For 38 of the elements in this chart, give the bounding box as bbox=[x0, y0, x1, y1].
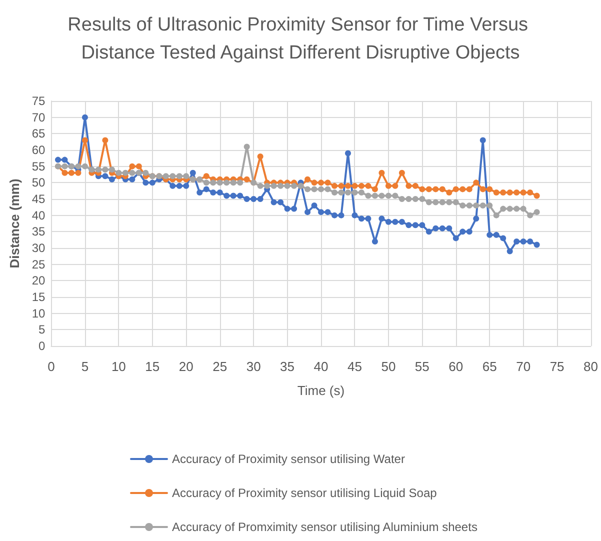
y-tick-label: 40 bbox=[32, 208, 46, 222]
x-axis-title: Time (s) bbox=[297, 383, 345, 398]
y-tick-label: 10 bbox=[32, 306, 46, 320]
x-tick-label: 45 bbox=[347, 359, 362, 374]
legend-label: Accuracy of Proximity sensor utilising Liquid Soap bbox=[172, 486, 438, 500]
y-tick-label: 0 bbox=[38, 339, 46, 353]
x-tick-label: 5 bbox=[81, 359, 89, 374]
chart-title: Results of Ultrasonic Proximity Sensor for Time Versus Distance Tested Against Different Disruptive Objects bbox=[68, 14, 534, 64]
x-tick-label: 20 bbox=[178, 359, 194, 374]
y-tick-label: 65 bbox=[32, 126, 46, 141]
x-tick-label: 55 bbox=[414, 359, 430, 374]
x-tick-label: 80 bbox=[584, 359, 598, 374]
y-tick-label: 25 bbox=[32, 257, 46, 272]
x-tick-label: 75 bbox=[550, 359, 564, 374]
y-tick-label: 15 bbox=[32, 290, 46, 304]
x-tick-label: 15 bbox=[145, 359, 160, 374]
x-tick-label: 70 bbox=[516, 359, 531, 374]
y-tick-label: 55 bbox=[32, 159, 46, 174]
y-tick-label: 5 bbox=[38, 322, 46, 337]
legend-label: Accuracy of Promximity sensor utilising Aluminium sheets bbox=[172, 520, 478, 534]
x-tick-label: 40 bbox=[314, 359, 328, 374]
x-tick-label: 60 bbox=[448, 359, 464, 374]
x-tick-label: 10 bbox=[111, 359, 126, 374]
x-tick-label: 30 bbox=[246, 359, 261, 374]
y-tick-label: 70 bbox=[32, 110, 46, 124]
x-tick-label: 35 bbox=[280, 359, 295, 374]
y-tick-label: 35 bbox=[32, 224, 46, 239]
y-tick-label: 45 bbox=[32, 192, 46, 206]
x-tick-label: 50 bbox=[381, 359, 396, 374]
y-tick-label: 30 bbox=[32, 241, 46, 255]
y-axis-title: Distance (mm) bbox=[7, 178, 22, 268]
y-tick-label: 20 bbox=[32, 274, 46, 288]
y-tick-label: 50 bbox=[32, 176, 46, 190]
legend-label: Accuracy of Proximity sensor utilising Water bbox=[172, 452, 405, 466]
y-tick-label: 60 bbox=[32, 143, 46, 157]
x-tick-label: 25 bbox=[212, 359, 228, 374]
y-tick-label: 75 bbox=[32, 94, 46, 108]
x-tick-label: 65 bbox=[482, 359, 497, 374]
